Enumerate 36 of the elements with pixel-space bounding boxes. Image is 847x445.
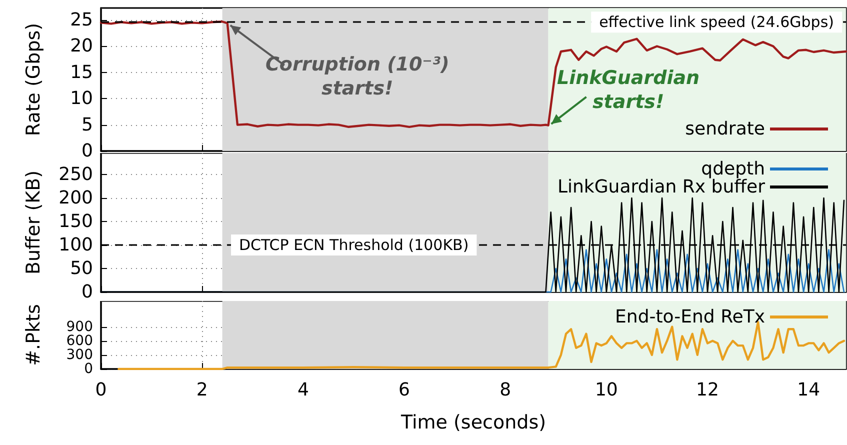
legend-label: End-to-End ReTx — [615, 306, 766, 328]
y-tick-label: 200 — [58, 188, 93, 209]
annotation: Corruption (10⁻³) starts! — [265, 53, 450, 100]
x-tick-label: 8 — [500, 380, 512, 400]
legend-label: qdepth — [701, 158, 765, 180]
y-tick-label: 100 — [58, 234, 93, 256]
annotation: LinkGuardian starts! — [557, 66, 700, 113]
x-tick-label: 10 — [594, 380, 618, 400]
legend-label: sendrate — [685, 118, 765, 140]
y-tick-label: 5 — [82, 114, 93, 136]
x-tick-label: 12 — [696, 380, 719, 400]
x-tick-label: 14 — [797, 380, 820, 400]
x-tick-label: 6 — [398, 380, 410, 400]
y-tick-label: 900 — [66, 318, 93, 335]
y-tick-label: 25 — [70, 10, 93, 31]
y-axis-title: Buffer (KB) — [22, 170, 44, 275]
x-tick-label: 0 — [95, 380, 107, 400]
y-tick-label: 10 — [70, 88, 93, 110]
y-axis-title: #.Pkts — [22, 304, 44, 366]
y-tick-label: 250 — [58, 164, 93, 186]
x-tick-label: 4 — [297, 380, 309, 400]
ref-line-label: DCTCP ECN Threshold (100KB) — [239, 236, 469, 254]
x-axis-title: Time (seconds) — [400, 412, 546, 434]
y-tick-label: 300 — [66, 346, 93, 363]
y-tick-label: 20 — [70, 36, 93, 57]
ref-line-label: effective link speed (24.6Gbps) — [599, 13, 834, 32]
y-tick-label: 600 — [66, 332, 93, 349]
y-tick-label: 0 — [82, 140, 93, 162]
y-tick-label: 0 — [84, 361, 93, 377]
line-series — [118, 321, 846, 370]
y-tick-label: 15 — [70, 62, 93, 83]
y-axis-title: Rate (Gbps) — [22, 22, 44, 136]
y-tick-label: 0 — [82, 282, 93, 302]
y-tick-label: 150 — [58, 211, 93, 232]
x-tick-label: 2 — [196, 380, 208, 400]
y-tick-label: 50 — [70, 258, 93, 280]
